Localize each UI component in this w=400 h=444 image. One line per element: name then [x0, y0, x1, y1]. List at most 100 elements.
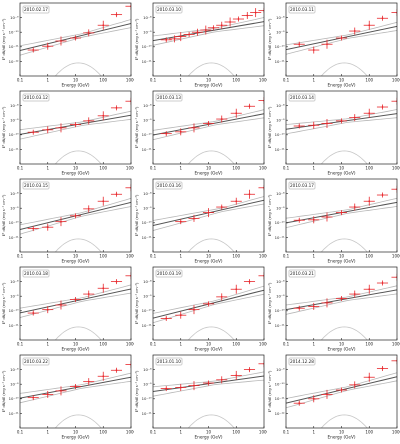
panel-title: 2010.03.21 [290, 271, 314, 276]
data-point [312, 305, 315, 308]
x-tick-label: 10 [73, 166, 79, 171]
y-tick-label: 10⁻¹¹ [9, 44, 19, 49]
panel-title-box [22, 269, 50, 278]
data-point [60, 126, 62, 129]
panel-title: 2010.03.17 [290, 183, 314, 188]
data-point [193, 126, 195, 129]
y-axis-label: E² dN/dE (erg s⁻¹ cm⁻²) [2, 282, 6, 324]
data-point [340, 211, 343, 214]
y-tick-label: 10⁻⁹ [143, 30, 152, 35]
panel-title-box [288, 93, 316, 102]
y-tick-label: 10⁻⁸ [10, 367, 19, 372]
data-point [102, 24, 105, 27]
x-tick-label: 0.1 [150, 254, 157, 259]
y-axis-label: E² dN/dE (erg s⁻¹ cm⁻²) [135, 18, 139, 60]
x-tick-label: 0.1 [150, 430, 157, 435]
plot-area [153, 272, 264, 340]
band-lower-line [20, 380, 131, 404]
y-tick-label: 10⁻¹⁰ [142, 308, 152, 313]
x-axis-label: Energy (GeV) [62, 83, 90, 88]
sensitivity-curve [54, 414, 102, 428]
y-tick-label: 10⁻⁹ [276, 367, 285, 372]
x-tick-label: 1 [179, 342, 182, 347]
x-tick-label: 1000 [259, 254, 267, 259]
sensitivity-curve [320, 150, 368, 164]
data-point [60, 389, 62, 392]
x-tick-label: 100 [365, 254, 373, 259]
data-point [298, 43, 301, 46]
data-point [235, 200, 238, 203]
band-lower-line [286, 117, 397, 135]
data-point [212, 26, 215, 29]
sensitivity-curve [320, 238, 368, 252]
y-tick-label: 10⁻¹² [275, 411, 285, 416]
band-lower-line [20, 27, 131, 56]
y-tick-label: 10⁻¹⁰ [275, 308, 285, 313]
data-point [46, 308, 49, 311]
data-point [353, 116, 356, 119]
data-point [60, 304, 62, 306]
x-tick-label: 100 [365, 78, 373, 83]
data-point [229, 21, 231, 23]
plot-area [20, 97, 131, 164]
plot-area [20, 361, 131, 428]
data-point [179, 220, 182, 223]
data-point [381, 194, 384, 196]
x-tick-label: 100 [99, 78, 107, 83]
y-tick-label: 10⁻⁸ [143, 279, 152, 284]
data-point [340, 389, 343, 391]
data-point [248, 105, 251, 108]
x-tick-label: 1 [46, 430, 49, 435]
y-tick-label: 10⁻¹¹ [142, 411, 152, 416]
x-tick-label: 100 [99, 430, 107, 435]
data-point [353, 30, 356, 32]
data-point [368, 376, 371, 379]
x-tick-label: 10 [206, 78, 212, 83]
x-tick-label: 1 [312, 254, 315, 259]
data-point [165, 317, 168, 320]
x-axis-label: Energy (GeV) [195, 171, 223, 176]
sensitivity-curve [187, 238, 235, 252]
spectrum-panel: 0.1 1 10 100 1000 10⁻¹² 10⁻¹¹ 10⁻¹⁰ 10⁻⁹ Energy (… [268, 354, 400, 440]
y-tick-label: 10⁻¹⁰ [9, 30, 19, 35]
data-point [326, 43, 328, 46]
data-point [381, 106, 384, 108]
data-point [193, 384, 195, 387]
x-tick-label: 1000 [259, 430, 267, 435]
panel-title-box [155, 93, 183, 102]
y-tick-label: 10⁻⁹ [10, 294, 19, 299]
data-point [298, 125, 301, 127]
data-point [165, 38, 168, 41]
data-point [220, 24, 223, 27]
x-axis-label: Energy (GeV) [62, 259, 90, 264]
x-tick-label: 10 [339, 342, 345, 347]
y-tick-label: 10⁻⁸ [10, 191, 19, 196]
spectrum-panel: 0.1 1 10 100 1000 10⁻¹¹ 10⁻¹⁰ 10⁻⁹ 10⁻⁸ Energy (G… [135, 266, 267, 352]
data-point [220, 206, 223, 208]
x-tick-label: 1 [179, 78, 182, 83]
data-point [220, 295, 223, 298]
data-point [179, 130, 182, 133]
plot-area [153, 185, 264, 252]
spectrum-panel: 0.1 1 10 100 1000 10⁻¹¹ 10⁻¹⁰ 10⁻⁹ 10⁻⁸ Energy (G… [135, 178, 267, 264]
x-tick-label: 1000 [126, 78, 134, 83]
data-point [102, 114, 105, 117]
x-axis-label: Energy (GeV) [195, 83, 223, 88]
y-axis-label: E² dN/dE (erg s⁻¹ cm⁻²) [135, 106, 139, 148]
x-tick-label: 100 [232, 166, 240, 171]
x-tick-label: 0.1 [17, 166, 24, 171]
x-tick-label: 100 [232, 78, 240, 83]
panel-title-box [288, 357, 316, 366]
data-point [115, 280, 118, 283]
data-point [102, 287, 105, 290]
panel-title: 2010.03.14 [290, 95, 314, 100]
y-tick-label: 10⁻⁹ [143, 206, 152, 211]
data-point [207, 122, 210, 125]
sensitivity-curve [187, 150, 235, 164]
x-tick-label: 10 [339, 254, 345, 259]
panel-title: 2010.03.13 [157, 95, 181, 100]
spectrum-panel: 0.1 1 10 100 1000 10⁻¹¹ 10⁻¹⁰ 10⁻⁹ 10⁻⁸ Energy (G… [268, 90, 400, 176]
data-point [60, 40, 62, 42]
panel-title: 2010.03.19 [157, 271, 181, 276]
x-tick-label: 10 [206, 342, 212, 347]
